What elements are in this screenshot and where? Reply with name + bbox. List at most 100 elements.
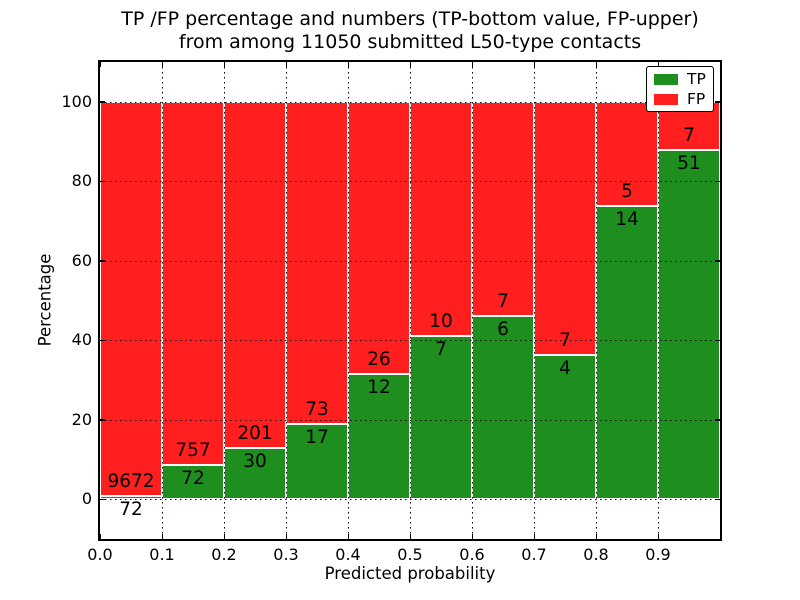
x-tick-mark: [409, 62, 411, 67]
x-gridline: [472, 62, 473, 539]
tp-bar-segment: [224, 447, 286, 500]
y-axis-label: Percentage: [35, 253, 55, 347]
x-tick-label: 0.7: [521, 545, 547, 564]
x-tick-mark: [161, 534, 163, 539]
fp-count-label: 5: [621, 181, 633, 203]
chart-title: TP /FP percentage and numbers (TP-bottom…: [100, 8, 720, 54]
y-tick-label: 100: [61, 91, 92, 111]
y-tick-label: 80: [71, 171, 92, 191]
y-tick-label: 60: [71, 250, 92, 270]
chart-title-line1: TP /FP percentage and numbers (TP-bottom…: [121, 8, 699, 30]
tp-count-label: 72: [181, 467, 205, 489]
x-tick-mark: [657, 534, 659, 539]
legend-entry-tp: TP: [654, 69, 706, 89]
x-tick-mark: [533, 534, 535, 539]
x-tick-mark: [409, 534, 411, 539]
fp-count-label: 73: [305, 399, 329, 421]
x-tick-mark: [223, 62, 225, 67]
x-tick-mark: [471, 62, 473, 67]
x-tick-mark: [161, 62, 163, 67]
tp-bar-segment: [410, 335, 472, 500]
y-tick-mark: [100, 419, 105, 421]
tp-count-label: 7: [435, 338, 447, 360]
x-gridline: [348, 62, 349, 539]
tp-count-label: 4: [559, 357, 571, 379]
legend-label-tp: TP: [687, 70, 706, 88]
tp-bar-segment: [162, 464, 224, 500]
y-tick-mark: [715, 339, 720, 342]
tp-count-label: 12: [367, 376, 391, 398]
fp-count-label: 26: [367, 348, 391, 370]
fp-bar-segment: [348, 101, 410, 374]
x-tick-mark: [347, 62, 349, 67]
x-tick-label: 0.9: [645, 545, 671, 564]
tp-count-label: 72: [119, 499, 143, 521]
legend-swatch-tp: [654, 73, 678, 85]
fp-bar-segment: [286, 101, 348, 425]
legend-swatch-fp: [654, 93, 678, 105]
x-tick-label: 0.0: [87, 545, 113, 564]
y-tick-mark: [100, 260, 105, 262]
y-tick-label: 20: [71, 409, 92, 429]
y-tick-label: 0: [81, 489, 92, 509]
fp-count-label: 757: [175, 439, 211, 461]
tp-bar-segment: [100, 496, 162, 500]
x-tick-mark: [595, 62, 597, 67]
y-tick-mark: [100, 180, 105, 183]
tp-bar-segment: [286, 424, 348, 500]
y-tick-mark: [715, 260, 720, 262]
y-tick-mark: [100, 498, 105, 501]
y-tick-mark: [100, 339, 105, 342]
x-gridline: [658, 62, 659, 539]
fp-bar-segment: [100, 101, 162, 497]
x-gridline: [410, 62, 411, 539]
fp-count-label: 10: [429, 310, 453, 332]
fp-count-label: 7: [683, 124, 695, 146]
tp-count-label: 6: [497, 318, 509, 340]
fp-count-label: 9672: [107, 471, 155, 493]
x-tick-label: 0.3: [273, 545, 299, 564]
y-tick-mark: [715, 180, 720, 183]
chart-title-line2: from among 11050 submitted L50-type cont…: [178, 31, 642, 53]
y-tick-mark: [715, 498, 720, 501]
fp-bar-segment: [472, 101, 534, 316]
x-tick-mark: [657, 62, 659, 67]
fp-bar-segment: [162, 101, 224, 465]
x-gridline: [224, 62, 225, 539]
legend-entry-fp: FP: [654, 89, 706, 109]
axes-border: [98, 60, 722, 541]
tp-bar-segment: [658, 149, 720, 500]
tp-count-label: 51: [677, 152, 701, 174]
x-tick-mark: [99, 62, 101, 67]
x-tick-label: 0.2: [211, 545, 237, 564]
x-axis-label: Predicted probability: [324, 564, 496, 583]
fp-count-label: 7: [559, 329, 571, 351]
x-tick-label: 0.5: [397, 545, 423, 564]
x-tick-mark: [223, 534, 225, 539]
tp-count-label: 30: [243, 450, 267, 472]
legend: TP FP: [646, 66, 714, 112]
legend-label-fp: FP: [687, 90, 706, 108]
tp-bar-segment: [596, 206, 658, 500]
x-tick-mark: [99, 534, 101, 539]
fp-count-label: 7: [497, 290, 509, 312]
fp-count-label: 201: [237, 422, 273, 444]
x-gridline: [162, 62, 163, 539]
x-gridline: [596, 62, 597, 539]
x-tick-label: 0.6: [459, 545, 485, 564]
x-tick-mark: [285, 534, 287, 539]
x-gridline: [286, 62, 287, 539]
tp-count-label: 14: [615, 209, 639, 231]
x-tick-label: 0.8: [583, 545, 609, 564]
tp-count-label: 17: [305, 427, 329, 449]
y-tick-mark: [100, 101, 105, 103]
y-tick-mark: [715, 101, 720, 103]
y-tick-label: 40: [71, 330, 92, 350]
y-tick-mark: [715, 419, 720, 421]
fp-bar-segment: [534, 101, 596, 355]
fp-bar-segment: [224, 101, 286, 448]
x-tick-mark: [347, 534, 349, 539]
x-tick-label: 0.1: [149, 545, 175, 564]
x-gridline: [534, 62, 535, 539]
